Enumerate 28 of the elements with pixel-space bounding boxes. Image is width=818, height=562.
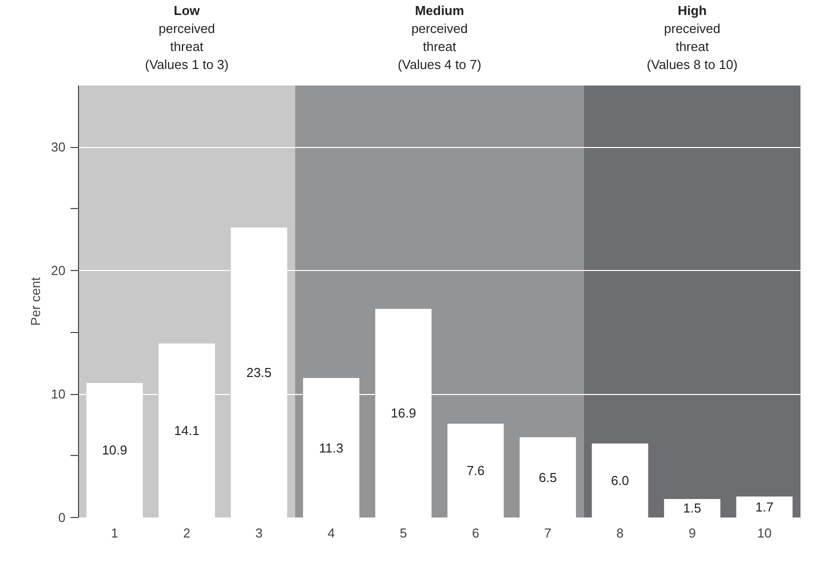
x-tick-label: 7	[544, 526, 552, 540]
data-label: 1.7	[755, 500, 774, 515]
data-label: 11.3	[319, 440, 344, 456]
x-tick-label: 4	[328, 526, 335, 540]
x-tick-label: 8	[616, 526, 624, 540]
data-label: 6.0	[610, 472, 630, 488]
x-tick-label: 9	[688, 526, 696, 540]
band-label: Low perceived threat (Values 1 to 3)	[145, 3, 229, 72]
data-label: 1.5	[683, 500, 702, 516]
band-label: Medium perceived threat (Values 4 to 7)	[398, 3, 482, 72]
band-label: High preceived threat (Values 8 to 10)	[646, 3, 738, 72]
x-tick-label: 10	[757, 526, 772, 540]
y-tick-label: 10	[51, 386, 66, 402]
x-tick-label: 5	[400, 526, 408, 540]
data-label: 10.9	[102, 442, 128, 458]
x-tick-label: 2	[183, 526, 190, 540]
x-tick-label: 3	[255, 526, 263, 540]
y-axis-title: Per cent	[28, 276, 44, 326]
data-label: 23.5	[246, 364, 272, 380]
y-tick-label: 30	[51, 140, 66, 155]
data-label: 6.5	[538, 470, 557, 485]
y-tick-label: 20	[51, 263, 66, 278]
x-tick-label: 6	[472, 526, 480, 540]
data-label: 16.9	[390, 406, 416, 421]
x-tick-label: 1	[110, 526, 118, 540]
data-label: 14.1	[174, 422, 200, 438]
y-tick-label: 0	[58, 510, 66, 525]
data-label: 7.6	[466, 463, 485, 478]
